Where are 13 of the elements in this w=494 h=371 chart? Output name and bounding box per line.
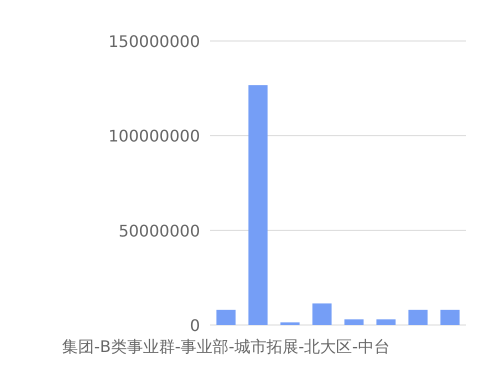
- bar: [216, 310, 236, 325]
- y-tick-label: 100000000: [108, 126, 200, 146]
- bar: [280, 322, 300, 325]
- bar: [440, 310, 460, 325]
- bar: [344, 319, 364, 325]
- bar: [312, 303, 332, 325]
- x-tick-label: 集团-B类事业群-事业部-城市拓展-北大区-中台: [62, 337, 390, 356]
- bar: [376, 319, 396, 325]
- y-tick-label: 50000000: [118, 221, 200, 240]
- y-tick-label: 0: [190, 316, 200, 335]
- bar: [408, 310, 428, 325]
- bar: [248, 85, 268, 325]
- y-tick-label: 150000000: [108, 32, 200, 51]
